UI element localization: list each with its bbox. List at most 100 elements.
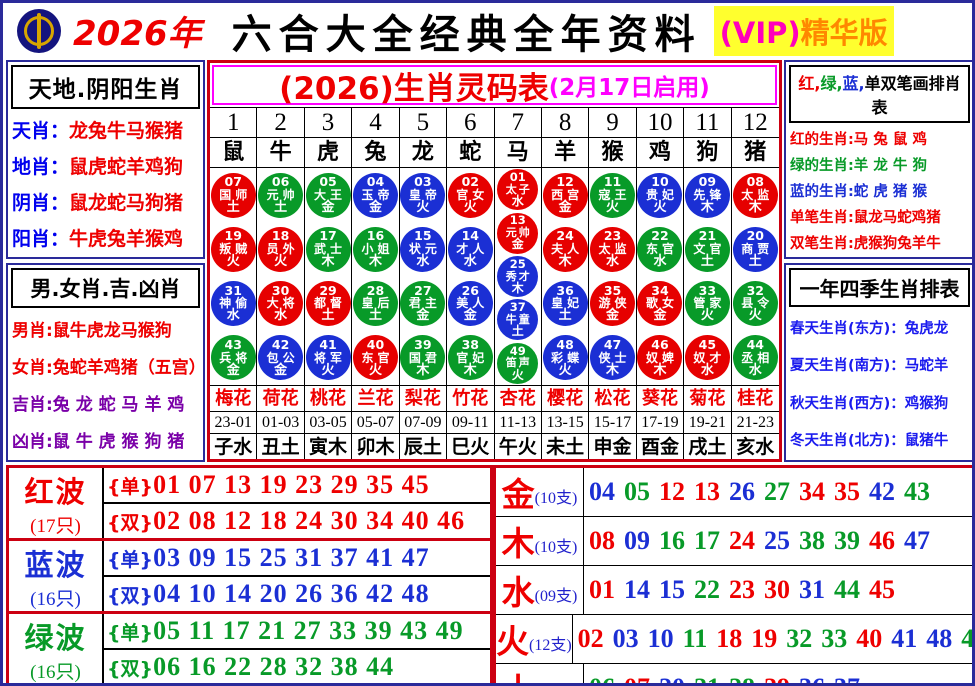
five-elements-panel: 金 (10支) 04 05 12 13 26 27 34 35 42 43 木 (10支) 08 09 16 17… — [493, 465, 975, 683]
ball-element: 木 — [653, 362, 667, 378]
ball-name: 将军 — [314, 350, 347, 365]
ball-number: 12 — [556, 174, 574, 189]
element-number: 49 — [961, 624, 975, 653]
wave-number-row: {双} 06 16 22 28 32 38 44 — [104, 650, 490, 683]
ball-number: 39 — [414, 336, 432, 352]
zodiac-cell: 鸡 — [637, 138, 685, 167]
sky-earth-yinyang-title: 天地.阴阳生肖 — [11, 65, 200, 109]
zodiac-category-row: 红的生肖:马 兔 鼠 鸡 — [790, 131, 927, 148]
element-count: (10支) — [534, 490, 578, 507]
number-ball: 06 元帅土 — [258, 172, 304, 218]
flower-cell: 松花 — [589, 386, 637, 411]
number-ball: 04 玉帝金 — [352, 172, 398, 218]
ball-element: 金 — [368, 199, 382, 215]
element-row: 水 (09支) 01 14 15 22 23 30 31 44 45 — [496, 566, 972, 615]
ball-column: 11 寇王火 23 太监水 35 游侠金 47 侠士木 — [589, 168, 637, 385]
element-row: 木 (10支) 08 09 16 17 24 25 38 39 46 47 — [496, 517, 972, 566]
wave-label: 蓝波 (16只) — [9, 541, 104, 611]
zodiac-category-row: 蓝的生肖:蛇 虎 猪 猴 — [790, 183, 927, 200]
ball-name: 管家 — [693, 296, 726, 311]
zodiac-cell: 鼠 — [210, 138, 258, 167]
ball-element: 金 — [606, 308, 620, 324]
sky-earth-yinyang-panel: 天地.阴阳生肖 天肖：龙兔牛马猴猪 地肖：鼠虎蛇羊鸡狗 阴肖：鼠龙蛇马狗猪 阳肖：牛虎… — [6, 60, 205, 259]
ball-column: 10 贵妃火 22 东官水 34 歌女金 46 奴婢木 — [637, 168, 685, 385]
element-number: 48 — [926, 624, 953, 653]
ball-name: 牛童 — [505, 312, 532, 326]
ball-number: 02 — [461, 174, 479, 189]
element-row: 土(08支) 06 07 20 21 28 29 36 37 — [496, 664, 972, 683]
male-female-luck-rows: 男肖:鼠牛虎龙马猴狗 女肖:兔蛇羊鸡猪（五宫） 吉肖:兔 龙 蛇 马 羊 鸡凶肖:鼠… — [8, 308, 206, 460]
zodiac-category-row: 阳肖：牛虎兔羊猴鸡 — [12, 224, 199, 251]
ball-element: 木 — [416, 362, 430, 378]
ball-element: 金 — [558, 199, 572, 215]
number-ball: 43 兵将金 — [210, 335, 256, 381]
element-number: 17 — [694, 526, 720, 555]
element-number: 30 — [764, 575, 790, 604]
category-value: 鼠龙蛇马狗猪 — [69, 191, 184, 214]
ball-number: 18 — [271, 228, 290, 244]
flower-cell: 竹花 — [447, 386, 495, 411]
ball-name: 东官 — [645, 242, 678, 256]
odd-even-label: {单} — [107, 621, 154, 644]
ball-name: 美人 — [456, 296, 489, 311]
ball-name: 丞相 — [741, 350, 774, 365]
wave-rows: {单} 01 07 13 19 23 29 35 45 {双} 02 08 12 18… — [104, 468, 490, 538]
column-number: 2 — [257, 108, 305, 137]
number-ball: 13 元帅金 — [497, 212, 539, 254]
ball-number: 30 — [271, 282, 290, 298]
zodiac-cell: 马 — [495, 138, 542, 167]
ball-element: 火 — [416, 199, 430, 215]
number-ball: 35 游侠金 — [590, 281, 636, 327]
wave-section: 蓝波 (16只) {单} 03 09 15 25 31 37 41 47 {双} 04 1… — [6, 538, 493, 614]
element-number: 29 — [764, 673, 790, 683]
odd-even-label: {单} — [107, 548, 154, 571]
ball-element: 火 — [700, 308, 714, 324]
branch-cell: 辰土 — [399, 433, 448, 459]
ball-name: 秀才 — [505, 269, 532, 283]
number-ball: 38 官妃木 — [447, 335, 493, 381]
ball-element: 水 — [511, 194, 524, 209]
number-ball: 49 笛声火 — [497, 342, 539, 384]
color-stroke-title: 红,绿,蓝,单双笔画排肖表 — [789, 65, 970, 123]
ball-name: 东官 — [361, 350, 394, 365]
time-cell: 07-09 — [399, 411, 448, 433]
ball-element: 木 — [511, 280, 524, 295]
element-number: 14 — [624, 575, 650, 604]
number-ball: 30 大将水 — [258, 281, 304, 327]
time-cell: 21-23 — [731, 411, 779, 433]
ball-number: 49 — [509, 343, 526, 358]
ball-element: 土 — [226, 199, 240, 215]
ball-name: 皇帝 — [408, 187, 441, 202]
element-count: (09支) — [534, 588, 578, 605]
category-value: 鼠虎蛇羊鸡狗 — [69, 155, 184, 178]
color-stroke-panel: 红,绿,蓝,单双笔画排肖表 红的生肖:马 兔 鼠 鸡绿的生肖:羊 龙 牛 狗蓝的… — [784, 60, 972, 259]
element-numbers: 08 09 16 17 24 25 38 39 46 47 — [584, 517, 972, 565]
ball-element: 木 — [606, 362, 620, 378]
element-number: 40 — [856, 624, 883, 653]
wave-numbers: 03 09 15 25 31 37 41 47 — [153, 543, 430, 572]
wave-rows: {单} 05 11 17 21 27 33 39 43 49 {双} 06 16 22… — [104, 614, 490, 683]
ball-element: 火 — [606, 199, 620, 215]
ball-number: 11 — [603, 174, 622, 189]
ball-element: 水 — [416, 254, 430, 270]
element-number: 07 — [624, 673, 650, 683]
ball-number: 46 — [651, 336, 669, 352]
ball-number: 28 — [366, 282, 385, 298]
number-ball: 01 太子水 — [497, 169, 539, 211]
element-numbers: 04 05 12 13 26 27 34 35 42 43 — [584, 468, 972, 516]
element-number: 41 — [891, 624, 918, 653]
color-stroke-rows: 红的生肖:马 兔 鼠 鸡绿的生肖:羊 龙 牛 狗蓝的生肖:蛇 虎 猪 猴单笔生肖… — [786, 123, 972, 257]
element-number: 26 — [729, 477, 755, 506]
time-cell: 19-21 — [684, 411, 732, 433]
flower-cell: 梅花 — [210, 386, 258, 411]
element-number: 42 — [869, 477, 895, 506]
category-label: 地肖： — [12, 155, 70, 178]
element-number: 21 — [694, 673, 720, 683]
number-ball: 16 小姐木 — [352, 226, 398, 272]
ball-column: 06 元帅土 18 员外火 30 大将水 42 包公金 — [257, 168, 305, 385]
ball-name: 先锋 — [693, 187, 726, 202]
element-numbers: 02 03 10 11 18 19 32 33 40 41 48 49 — [573, 615, 975, 663]
ball-number: 07 — [224, 174, 242, 189]
element-number: 15 — [659, 575, 685, 604]
male-female-luck-title: 男.女肖.吉.凶肖 — [11, 268, 200, 308]
